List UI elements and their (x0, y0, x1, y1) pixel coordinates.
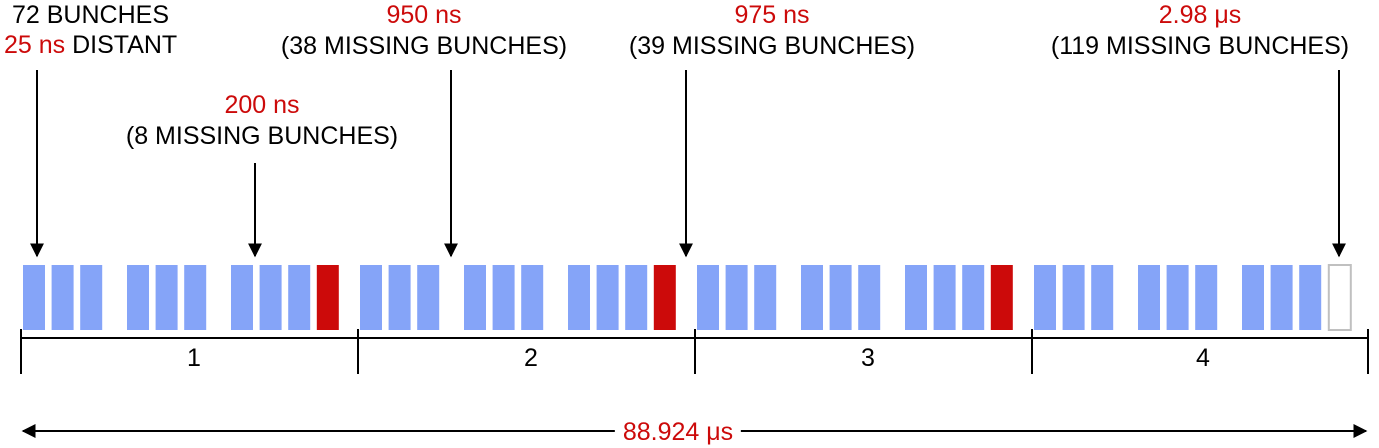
gap-abort-value: 2.98 μs (1158, 1, 1242, 29)
bunch-train (568, 265, 590, 330)
bunch-train (259, 265, 282, 330)
train-spacing-text: DISTANT (65, 31, 178, 59)
bunch-train (858, 265, 881, 330)
bunch-train (360, 265, 382, 330)
gap-975-note: (39 MISSING BUNCHES) (628, 32, 916, 60)
train-label-line1: 72 BUNCHES (12, 1, 169, 29)
bunch-train (521, 265, 544, 330)
bunch-train (1034, 265, 1056, 330)
bunch-train (155, 265, 178, 330)
bunch-train (1270, 265, 1293, 330)
segment-label-4: 4 (1196, 344, 1210, 372)
bunch-train (80, 265, 103, 330)
bunch-train (697, 265, 719, 330)
bunch-train (754, 265, 777, 330)
bunch-train (127, 265, 149, 330)
bunch-train (905, 265, 927, 330)
bunch-train (23, 265, 45, 330)
segment-label-3: 3 (861, 344, 875, 372)
train-spacing-value: 25 ns (4, 31, 66, 59)
bunch-train (725, 265, 748, 330)
gap-200-note: (8 MISSING BUNCHES) (125, 122, 399, 150)
bunch-train (464, 265, 486, 330)
bunch-row (23, 264, 1352, 331)
bunch-train (492, 265, 515, 330)
train-label-line2: 25 ns DISTANT (4, 30, 177, 60)
segment-label-2: 2 (524, 344, 538, 372)
bunch-train (829, 265, 852, 330)
gap-abort-note: (119 MISSING BUNCHES) (1050, 32, 1350, 60)
bunch-train (596, 265, 619, 330)
bunch-train (417, 265, 440, 330)
bunch-train (1138, 265, 1160, 330)
bunch-train (933, 265, 956, 330)
bunch-red-marker (990, 265, 1013, 330)
bunch-train (1195, 265, 1218, 330)
bunch-train (1166, 265, 1189, 330)
bunch-train (801, 265, 823, 330)
gap-950-value: 950 ns (386, 1, 462, 29)
bunch-train (288, 265, 311, 330)
gap-200-value: 200 ns (224, 91, 300, 119)
gap-950-note: (38 MISSING BUNCHES) (280, 32, 568, 60)
bunch-red-marker (316, 265, 339, 330)
bunch-train (1242, 265, 1264, 330)
bunch-red-marker (653, 265, 676, 330)
gap-975-value: 975 ns (734, 1, 810, 29)
bunch-train (1062, 265, 1085, 330)
bunch-train (962, 265, 985, 330)
bunch-empty-slot (1327, 264, 1352, 331)
total-span-label: 88.924 μs (614, 417, 742, 447)
bunch-train (51, 265, 74, 330)
bunch-train (231, 265, 253, 330)
bunch-train (184, 265, 207, 330)
segment-label-1: 1 (187, 344, 201, 372)
bunch-train (388, 265, 411, 330)
bunch-train (1091, 265, 1114, 330)
bunch-train (625, 265, 648, 330)
bunch-train (1299, 265, 1322, 330)
